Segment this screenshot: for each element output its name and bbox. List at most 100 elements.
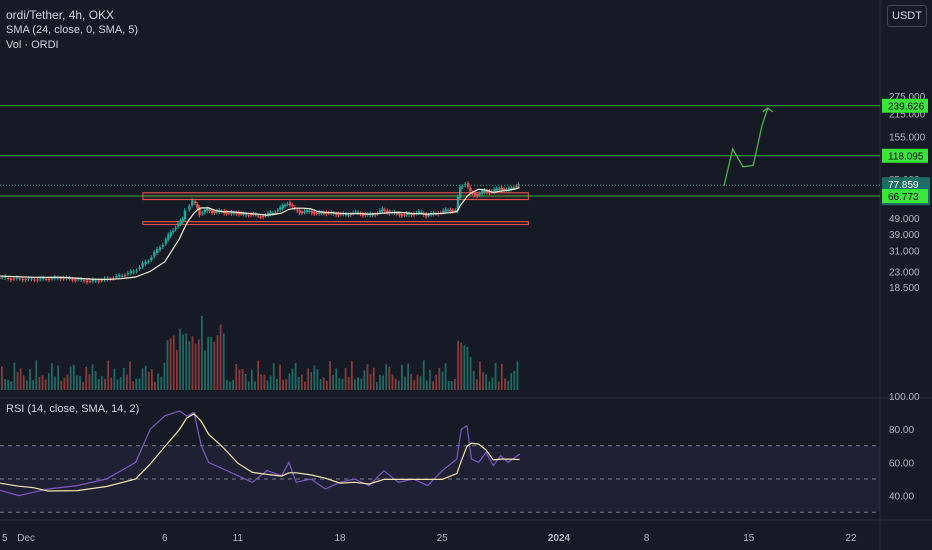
volume-bar — [200, 315, 203, 390]
volume-bar — [375, 381, 378, 390]
candle — [476, 194, 479, 196]
candle — [121, 275, 124, 277]
candle — [144, 261, 147, 265]
candle — [398, 213, 401, 216]
volume-bar — [254, 381, 256, 390]
candle — [201, 212, 204, 214]
candle — [318, 211, 321, 214]
volume-bar — [232, 379, 235, 390]
volume-bar — [500, 363, 503, 390]
candle — [150, 257, 153, 261]
volume-bar — [269, 375, 272, 390]
volume-bar — [354, 379, 356, 390]
candle — [447, 209, 450, 211]
level-price-tag — [882, 148, 928, 163]
volume-bar — [54, 376, 56, 390]
candle — [198, 207, 201, 216]
volume-bar — [57, 365, 60, 390]
volume-bar — [438, 367, 441, 390]
candle — [215, 210, 219, 213]
candle — [254, 214, 258, 216]
candle — [305, 210, 309, 212]
volume-bar — [179, 328, 181, 390]
level-price-tag — [882, 98, 928, 113]
candle — [425, 214, 428, 217]
time-tick-label: 15 — [743, 533, 755, 544]
currency-selector[interactable]: USDT — [887, 5, 927, 27]
volume-bar — [4, 378, 6, 390]
volume-bar — [491, 377, 494, 390]
candle — [135, 270, 138, 272]
volume-bar — [51, 363, 53, 390]
candle — [62, 277, 65, 279]
sma-line — [0, 186, 520, 281]
candle — [30, 278, 33, 280]
candle — [191, 200, 194, 206]
price-tick-label: 18.500 — [889, 283, 920, 294]
volume-bar — [141, 368, 144, 390]
time-tick-label: 2024 — [548, 533, 571, 544]
candle — [451, 210, 455, 212]
volume-bar — [504, 378, 506, 390]
candle — [123, 275, 127, 277]
volume-bar — [363, 370, 366, 390]
volume-bar — [472, 370, 475, 390]
volume-bar — [425, 380, 428, 390]
candle — [88, 280, 92, 282]
volume-bar — [229, 381, 231, 390]
volume-bar — [129, 361, 131, 390]
candle — [361, 213, 365, 216]
volume-bar — [172, 335, 175, 390]
volume-bar — [144, 365, 147, 390]
candle — [310, 211, 314, 214]
candle — [344, 214, 348, 216]
candle — [371, 214, 375, 216]
volume-bar — [310, 372, 313, 390]
candle — [12, 278, 16, 280]
volume-bar — [341, 378, 344, 390]
candle — [100, 280, 103, 282]
price-tick-label: 23.000 — [889, 267, 920, 278]
volume-bar — [457, 340, 459, 390]
candle — [161, 244, 165, 247]
candle — [74, 279, 77, 281]
volume-bar — [197, 339, 200, 390]
candle — [383, 209, 387, 211]
candle — [417, 211, 421, 213]
candle — [322, 212, 326, 214]
candle — [347, 214, 350, 216]
candle — [486, 190, 489, 193]
volume-bar — [394, 378, 397, 390]
volume-bar — [397, 380, 400, 390]
volume-bar — [166, 340, 169, 390]
volume-bar — [79, 376, 81, 390]
candle — [80, 278, 83, 280]
candle — [228, 212, 231, 214]
candle — [408, 213, 411, 215]
volume-bar — [100, 376, 103, 390]
candle — [495, 188, 499, 191]
volume-bar — [347, 377, 350, 390]
candle — [235, 212, 238, 214]
rsi-tick-label: 80.00 — [889, 425, 914, 436]
candle — [158, 247, 162, 250]
candle — [106, 278, 109, 280]
candle — [420, 212, 423, 214]
volume-bar — [72, 364, 75, 390]
volume-bar — [413, 380, 416, 390]
candle — [97, 280, 101, 282]
candle — [461, 186, 464, 188]
volume-bar — [182, 334, 185, 390]
volume-bar — [235, 363, 238, 390]
rsi-ma-line — [0, 413, 520, 492]
candle — [458, 186, 462, 198]
candle — [325, 212, 328, 215]
volume-bar — [513, 370, 516, 390]
volume-bar — [107, 360, 110, 390]
volume-bar — [175, 349, 178, 390]
sma-legend: SMA (24, close, 0, SMA, 5) — [6, 24, 139, 36]
candle — [129, 270, 133, 274]
projection-arrowhead — [762, 107, 774, 113]
candle — [68, 277, 71, 279]
